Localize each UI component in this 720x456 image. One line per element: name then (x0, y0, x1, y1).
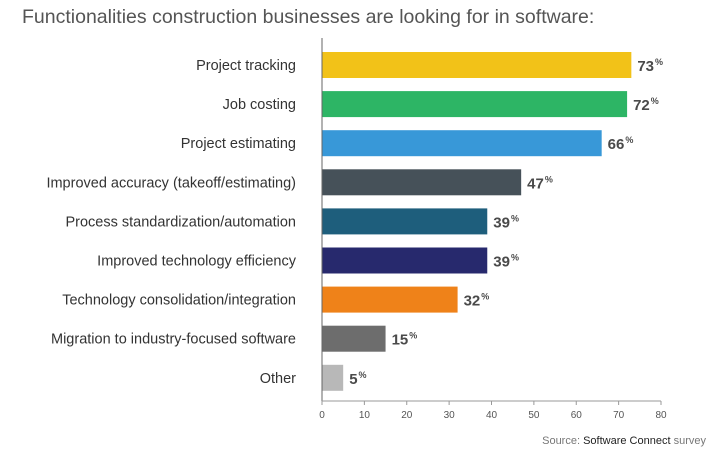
category-label: Improved accuracy (takeoff/estimating) (46, 175, 296, 191)
category-label: Project estimating (181, 136, 296, 152)
bar (322, 286, 458, 313)
source-suffix: survey (673, 435, 706, 447)
value-label: 66% (608, 135, 634, 153)
value-label: 5% (349, 370, 366, 388)
category-label: Improved technology efficiency (97, 254, 297, 270)
category-label: Technology consolidation/integration (62, 293, 296, 309)
x-tick-label: 20 (401, 410, 413, 421)
x-tick-label: 30 (444, 410, 456, 421)
value-label: 39% (493, 213, 519, 231)
bar (322, 247, 488, 274)
source-brand: Software Connect (583, 435, 671, 447)
value-label: 72% (633, 96, 659, 114)
x-tick-label: 70 (613, 410, 625, 421)
source-note: Source: Software Connect survey (542, 435, 706, 447)
bar (322, 91, 628, 118)
x-tick-label: 10 (359, 410, 371, 421)
chart-title: Functionalities construction businesses … (22, 6, 595, 28)
x-tick-label: 60 (571, 410, 583, 421)
x-tick-label: 40 (486, 410, 498, 421)
bar (322, 325, 386, 352)
value-label: 73% (637, 57, 663, 75)
bar (322, 52, 632, 78)
category-label: Job costing (223, 97, 296, 113)
bar (322, 130, 602, 157)
category-label: Migration to industry-focused software (51, 332, 296, 348)
x-axis-ticks: 0 10 20 30 40 50 60 70 80 (319, 401, 667, 421)
x-tick-label: 80 (655, 410, 667, 421)
bar (322, 169, 522, 196)
source-prefix: Source: (542, 435, 581, 447)
value-label: 32% (464, 292, 490, 310)
bar (322, 208, 488, 235)
bars (322, 52, 632, 391)
category-label: Process standardization/automation (65, 214, 296, 230)
category-labels: Project tracking Job costing Project estim… (46, 58, 296, 387)
value-label: 47% (527, 174, 553, 192)
x-tick-label: 0 (319, 410, 325, 421)
x-tick-label: 50 (528, 410, 540, 421)
category-label: Project tracking (196, 58, 296, 74)
category-label: Other (260, 371, 296, 387)
value-label: 15% (392, 331, 418, 349)
bar (322, 364, 344, 391)
value-label: 39% (493, 253, 519, 271)
